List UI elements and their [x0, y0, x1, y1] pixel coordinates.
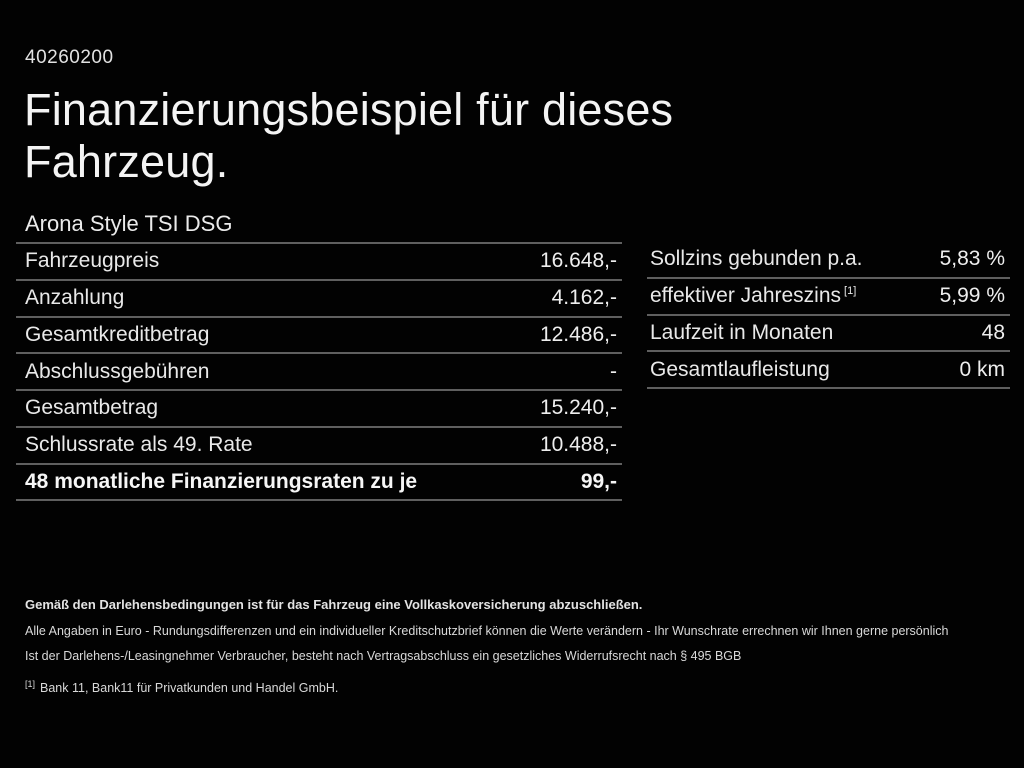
vehicle-model-name: Arona Style TSI DSG [25, 211, 233, 236]
row-label: Laufzeit in Monaten [650, 320, 834, 344]
disclaimer-line-widerrufsrecht: Ist der Darlehens-/Leasingnehmer Verbrau… [25, 649, 742, 663]
row-label: Anzahlung [25, 286, 125, 310]
row-value: 4.162,- [551, 286, 617, 310]
table-row-abschlussgebuehren: Abschlussgebühren - [16, 354, 622, 391]
table-row-sollzins: Sollzins gebunden p.a. 5,83 % [647, 242, 1010, 279]
footnote-marker: [1] [25, 679, 36, 689]
table-row-effektiver-jahreszins: effektiver Jahreszins [1] 5,99 % [647, 279, 1010, 316]
row-value: 99,- [580, 469, 617, 493]
row-label: effektiver Jahreszins [1] [650, 284, 856, 308]
row-value: 5,83 % [939, 247, 1005, 271]
financing-conditions-table: Sollzins gebunden p.a. 5,83 % effektiver… [647, 242, 1010, 389]
row-value: 15.240,- [539, 396, 617, 420]
row-value: 5,99 % [939, 284, 1005, 308]
financing-costs-table: Fahrzeugpreis 16.648,- Anzahlung 4.162,-… [16, 242, 622, 502]
table-row-schlussrate: Schlussrate als 49. Rate 10.488,- [16, 428, 622, 465]
footnote-reference: [1] [844, 285, 857, 298]
row-label: Sollzins gebunden p.a. [650, 247, 863, 271]
table-row-gesamtbetrag: Gesamtbetrag 15.240,- [16, 391, 622, 428]
row-label: Gesamtlaufleistung [650, 357, 830, 381]
row-value: - [610, 359, 617, 383]
row-value: 12.486,- [539, 322, 617, 346]
row-label: 48 monatliche Finanzierungsraten zu je [25, 469, 418, 493]
row-label: Fahrzeugpreis [25, 249, 160, 273]
table-row-gesamtlaufleistung: Gesamtlaufleistung 0 km [647, 352, 1010, 389]
row-label: Abschlussgebühren [25, 359, 210, 383]
page-title-line2: Fahrzeug. [24, 136, 229, 187]
offer-reference-number: 40260200 [25, 47, 114, 68]
row-label: Schlussrate als 49. Rate [25, 433, 253, 457]
table-row-monatsrate: 48 monatliche Finanzierungsraten zu je 9… [16, 465, 622, 502]
page-title: Finanzierungsbeispiel für dieses Fahrzeu… [24, 84, 673, 188]
row-value: 48 [981, 320, 1005, 344]
table-row-anzahlung: Anzahlung 4.162,- [16, 281, 622, 318]
table-row-fahrzeugpreis: Fahrzeugpreis 16.648,- [16, 244, 622, 281]
row-value: 16.648,- [539, 249, 617, 273]
table-row-laufzeit: Laufzeit in Monaten 48 [647, 316, 1010, 353]
row-label-text: effektiver Jahreszins [650, 284, 842, 308]
row-value: 0 km [959, 357, 1005, 381]
footnote-bank: [1] Bank 11, Bank11 für Privatkunden und … [25, 677, 1000, 695]
page-title-line1: Finanzierungsbeispiel für dieses [24, 84, 674, 135]
legal-disclaimer-block: Gemäß den Darlehensbedingungen ist für d… [25, 597, 1000, 696]
row-label: Gesamtkreditbetrag [25, 322, 210, 346]
disclaimer-line-rounding: Alle Angaben in Euro - Rundungsdifferenz… [25, 624, 949, 638]
row-value: 10.488,- [539, 433, 617, 457]
insurance-requirement-note: Gemäß den Darlehensbedingungen ist für d… [25, 597, 643, 612]
row-label: Gesamtbetrag [25, 396, 159, 420]
footnote-text: Bank 11, Bank11 für Privatkunden und Han… [40, 681, 339, 696]
table-row-gesamtkreditbetrag: Gesamtkreditbetrag 12.486,- [16, 318, 622, 355]
